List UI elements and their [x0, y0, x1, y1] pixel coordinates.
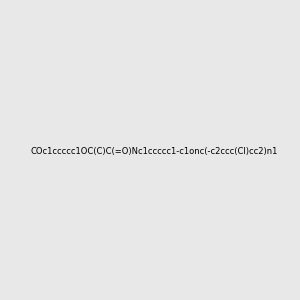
Text: COc1ccccc1OC(C)C(=O)Nc1ccccc1-c1onc(-c2ccc(Cl)cc2)n1: COc1ccccc1OC(C)C(=O)Nc1ccccc1-c1onc(-c2c…	[30, 147, 278, 156]
